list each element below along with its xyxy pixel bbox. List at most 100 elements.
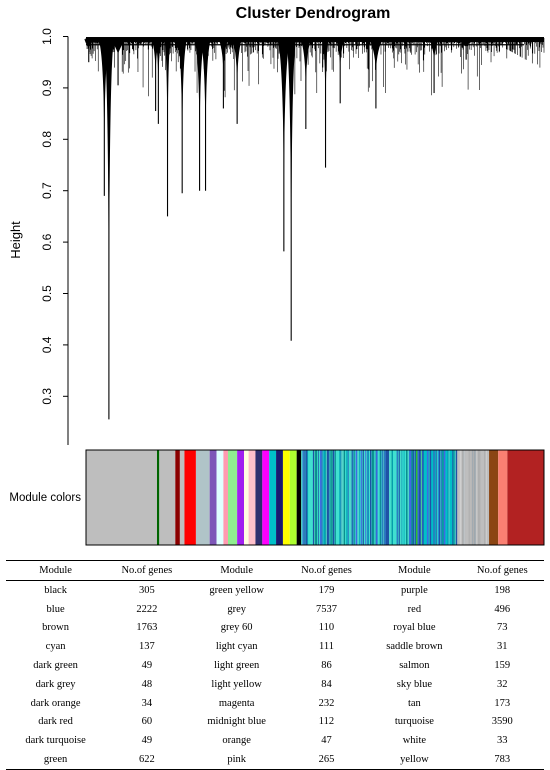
table-cell: 47 <box>321 735 332 747</box>
module-color-band <box>507 450 544 545</box>
y-tick-label: 1.0 <box>40 28 54 45</box>
dendrogram-branch-fan <box>285 39 297 310</box>
module-color-stripe <box>343 450 346 545</box>
module-color-stripe <box>339 450 341 545</box>
table-cell: 305 <box>138 584 155 596</box>
module-color-band <box>156 450 160 545</box>
table-cell: 2222 <box>136 603 158 615</box>
dendrogram-top-merge-band <box>86 37 544 43</box>
module-color-band <box>255 450 263 545</box>
module-color-stripe <box>398 450 400 545</box>
table-cell: royal blue <box>393 622 436 634</box>
table-header-cell: Module <box>368 560 461 581</box>
table-cell: 31 <box>497 641 508 653</box>
module-color-stripe <box>442 450 444 545</box>
module-color-stripe <box>417 450 420 545</box>
module-color-stripe <box>357 450 359 545</box>
table-cell: midnight blue <box>207 716 266 728</box>
table-cell: purple <box>400 584 428 596</box>
table-cell: 622 <box>105 750 189 770</box>
module-colors-label: Module colors <box>9 492 81 504</box>
module-color-stripe <box>347 450 349 545</box>
module-color-stripe <box>346 450 348 545</box>
module-color-stripe <box>486 450 487 545</box>
module-color-stripe <box>475 450 477 545</box>
module-color-stripe <box>334 450 336 545</box>
module-color-stripe <box>326 450 329 545</box>
table-cell: sky blue <box>396 678 433 690</box>
y-tick-label: 0.3 <box>40 388 54 405</box>
table-cell: cyan <box>45 641 66 653</box>
module-color-stripe <box>318 450 320 545</box>
dendrogram-branch-fan <box>218 39 228 78</box>
module-color-stripe <box>479 450 481 545</box>
y-tick-label: 0.9 <box>40 79 54 96</box>
module-color-stripe <box>359 450 361 545</box>
dendrogram-branch-fan <box>300 39 312 99</box>
module-color-stripe <box>474 450 476 545</box>
table-header-cell: No.of genes <box>105 560 189 581</box>
module-color-stripe <box>325 450 326 545</box>
module-color-stripe <box>365 450 367 545</box>
table-row: brown 1763 grey 60 110 royal blue 73 <box>6 619 544 638</box>
table-body: black 305 green yellow 179 purple 198 blue 2222… <box>6 581 544 770</box>
module-color-stripe <box>362 450 364 545</box>
module-color-stripe <box>365 450 367 545</box>
module-color-stripe <box>452 450 454 545</box>
dendrogram-branch-fan <box>429 39 439 63</box>
module-color-stripe <box>321 450 323 545</box>
table-cell: dark grey <box>35 678 76 690</box>
dendrogram-branch-fan <box>177 39 188 163</box>
module-color-stripe <box>304 450 307 545</box>
module-color-stripe <box>448 450 450 545</box>
module-color-stripe <box>368 450 370 545</box>
module-color-stripe <box>330 450 332 545</box>
table-cell: 179 <box>318 584 335 596</box>
table-cell: 137 <box>138 641 155 653</box>
module-color-band <box>179 450 185 545</box>
y-tick-label: 0.6 <box>40 233 54 250</box>
module-color-stripe <box>443 450 446 545</box>
module-color-stripe <box>406 450 408 545</box>
table-cell: 33 <box>497 735 508 747</box>
table-row: dark orange 34 magenta 232 tan 173 <box>6 694 544 713</box>
module-color-stripe <box>314 450 316 545</box>
module-color-band <box>195 450 210 545</box>
module-color-stripe <box>422 450 424 545</box>
module-color-stripe <box>433 450 435 545</box>
module-color-stripe <box>453 450 455 545</box>
table-cell: 34 <box>141 697 153 709</box>
table-row: dark green 49 light green 86 salmon 159 <box>6 656 544 675</box>
table-cell: 159 <box>494 660 511 672</box>
module-color-stripe <box>331 450 333 545</box>
table-cell: grey <box>227 603 246 615</box>
table-cell: 783 <box>460 750 544 770</box>
module-color-stripe <box>447 450 449 545</box>
table-row: dark grey 48 light yellow 84 sky blue 32 <box>6 675 544 694</box>
module-color-stripe <box>312 450 315 545</box>
table-cell: 110 <box>318 622 335 634</box>
table-cell: 496 <box>494 603 511 615</box>
module-color-stripe <box>302 450 304 545</box>
module-color-stripe <box>415 450 417 545</box>
module-color-stripe <box>307 450 309 545</box>
module-color-stripe <box>442 450 444 545</box>
module-color-band <box>269 450 277 545</box>
module-color-band <box>296 450 302 545</box>
module-color-stripe <box>320 450 322 545</box>
module-color-stripe <box>439 450 441 545</box>
y-tick-label: 0.7 <box>40 182 54 199</box>
y-tick-label: 0.8 <box>40 131 54 148</box>
module-color-stripe <box>396 450 399 545</box>
module-color-stripe <box>400 450 403 545</box>
table-cell: turquoise <box>394 716 434 728</box>
table-cell: brown <box>42 622 69 634</box>
module-color-stripe <box>355 450 357 545</box>
module-color-band <box>184 450 196 545</box>
module-color-stripe <box>472 450 473 545</box>
module-color-stripe <box>411 450 413 545</box>
table-cell: blue <box>46 603 65 615</box>
dendrogram-branch-fan <box>98 39 111 165</box>
dendrogram-tree <box>84 37 545 420</box>
table-cell: dark orange <box>30 697 81 709</box>
